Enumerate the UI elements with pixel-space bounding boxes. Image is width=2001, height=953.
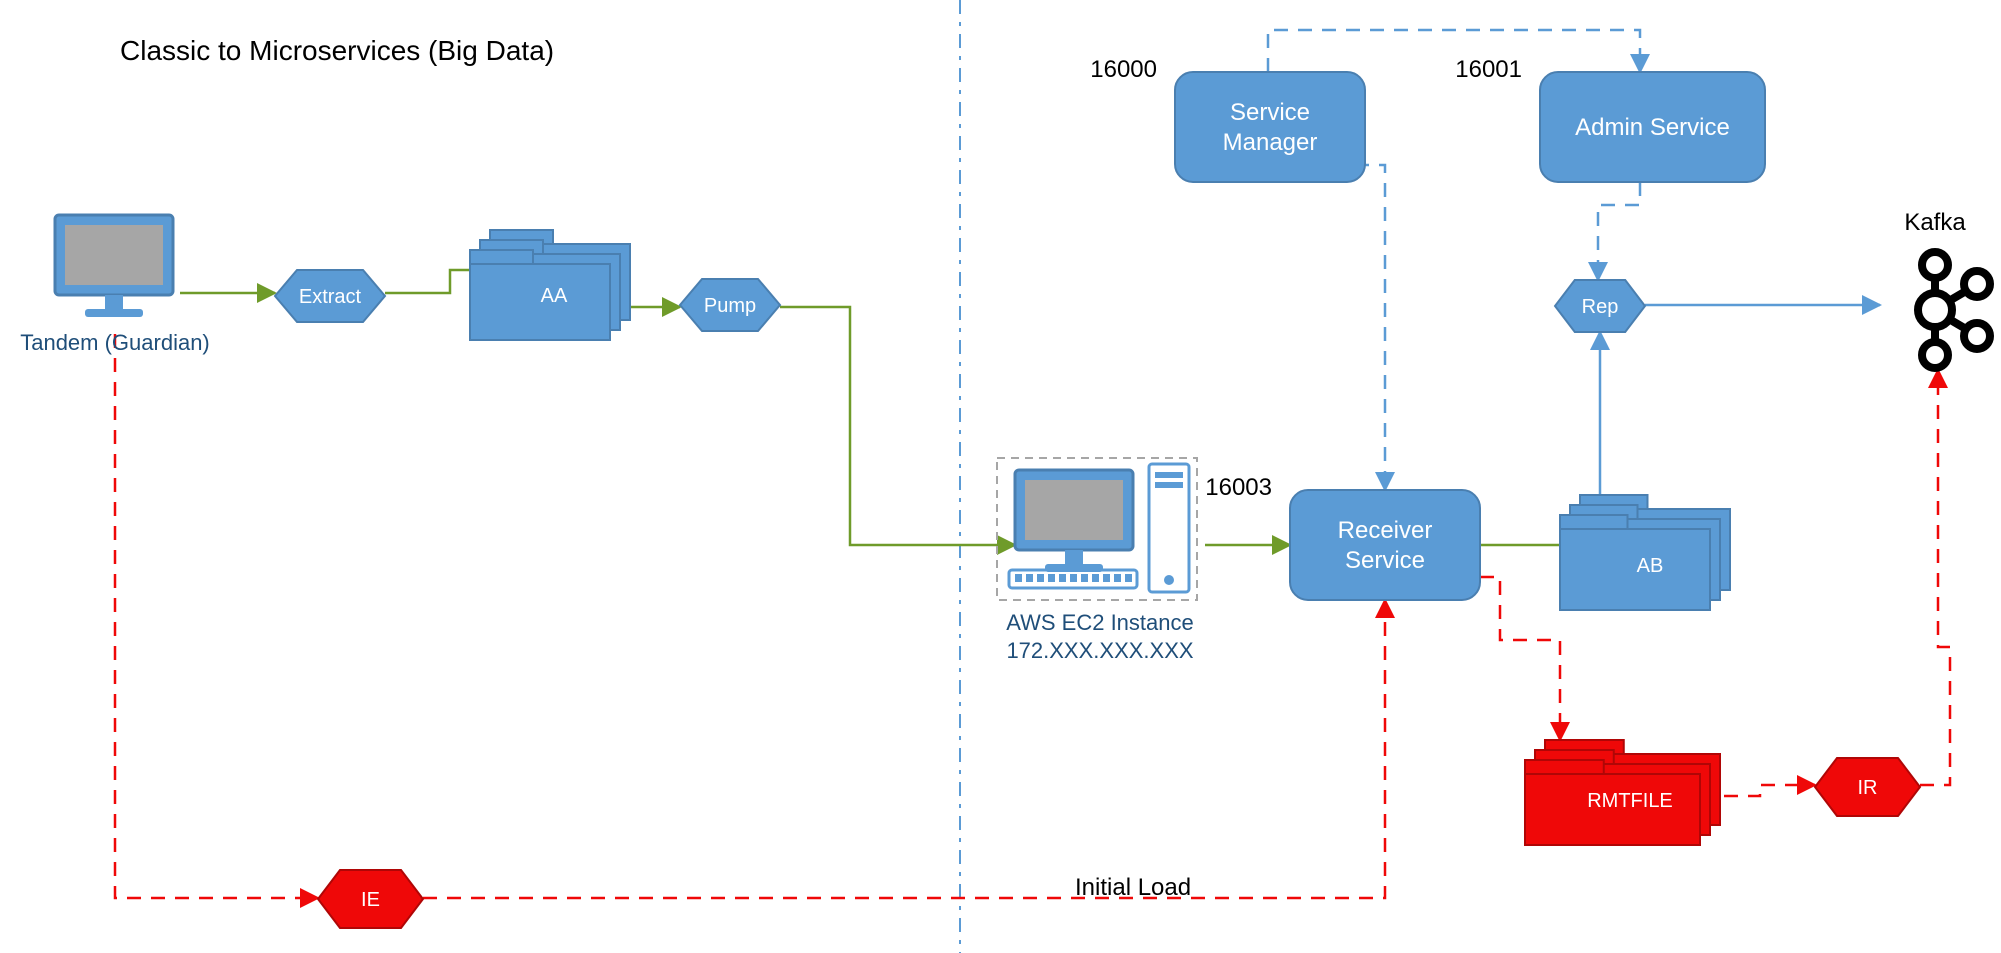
tandem-icon: Tandem (Guardian) (20, 215, 210, 355)
ab-node: AB (1560, 495, 1730, 610)
diagram-title: Classic to Microservices (Big Data) (120, 35, 554, 66)
receiver-label: Service (1345, 547, 1425, 574)
svc_mgr-label: Service (1230, 99, 1310, 126)
edge-pump-ec2 (780, 307, 1015, 545)
ir-node: IR (1815, 758, 1920, 816)
svc_mgr-label: Manager (1223, 129, 1318, 156)
receiver-label: Receiver (1338, 517, 1433, 544)
admin_svc-node: Admin Service 16001 (1455, 56, 1765, 182)
diagram-svg: Tandem (Guardian) Extract AA Pump AWS EC2 In… (0, 0, 2001, 953)
ec2-icon: AWS EC2 Instance 172.XXX.XXX.XXX (997, 458, 1197, 663)
rmtfile-label: RMTFILE (1587, 790, 1673, 812)
rmtfile-node: RMTFILE (1525, 740, 1720, 845)
edge-ir-kafka (1920, 370, 1950, 785)
ir-label: IR (1858, 777, 1878, 799)
receiver-port: 16003 (1205, 474, 1272, 501)
rep-label: Rep (1582, 296, 1619, 318)
ec2-label: 172.XXX.XXX.XXX (1006, 638, 1193, 663)
ie-label: IE (361, 889, 380, 911)
diagram-stage: Tandem (Guardian) Extract AA Pump AWS EC2 In… (0, 0, 2001, 953)
aa-label: AA (541, 285, 568, 307)
kafka-label: Kafka (1904, 209, 1966, 236)
kafka-icon: Kafka (1904, 209, 1990, 368)
aa-node: AA (470, 230, 630, 340)
ie-node: IE (318, 870, 423, 928)
tandem-label: Tandem (Guardian) (20, 330, 210, 355)
edge-ie-receiver (423, 600, 1385, 898)
pump-node: Pump (680, 279, 780, 331)
pump-label: Pump (704, 295, 756, 317)
edge-receiver-rmtfile (1480, 577, 1560, 740)
svc_mgr-node: Service Manager 16000 (1090, 56, 1365, 182)
rep-node: Rep (1555, 280, 1645, 332)
admin_svc-label: Admin Service (1575, 114, 1730, 141)
svc_mgr-port: 16000 (1090, 56, 1157, 83)
edge-svcmgr-receiver (1355, 165, 1385, 490)
ec2-label: AWS EC2 Instance (1006, 610, 1193, 635)
edge-tandem-ie (115, 334, 318, 898)
edge-svcmgr-adminsvc (1268, 30, 1640, 72)
extract-label: Extract (299, 286, 362, 308)
receiver-node: Receiver Service 16003 (1205, 474, 1480, 600)
initial-load-label: Initial Load (1075, 874, 1191, 901)
admin_svc-port: 16001 (1455, 56, 1522, 83)
edge-adminsvc-rep (1598, 182, 1640, 280)
extract-node: Extract (275, 270, 385, 322)
ab-label: AB (1637, 555, 1664, 577)
